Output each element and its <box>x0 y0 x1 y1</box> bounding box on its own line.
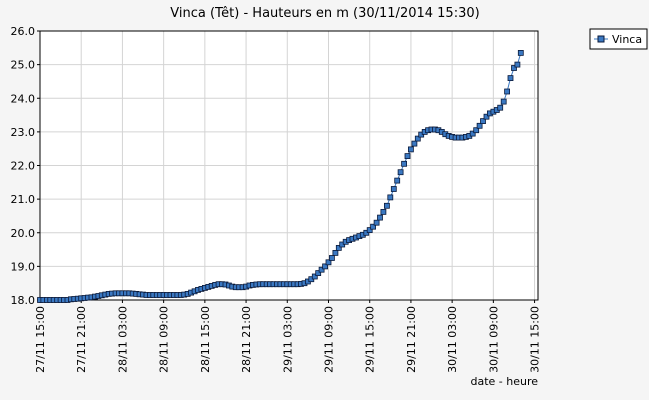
data-point <box>504 88 511 95</box>
data-point <box>514 61 521 68</box>
legend-box <box>589 28 648 50</box>
data-point <box>473 127 480 134</box>
y-tick-label: 19.0 <box>11 260 36 273</box>
data-point <box>322 263 329 270</box>
data-point <box>373 219 380 226</box>
x-tick-label: 28/11 15:00 <box>199 306 212 373</box>
data-point <box>401 160 408 167</box>
legend-label: Vinca <box>612 33 642 46</box>
y-tick-label: 24.0 <box>11 92 36 105</box>
data-point <box>335 244 342 251</box>
x-tick-label: 28/11 03:00 <box>116 306 129 373</box>
data-point <box>370 223 377 230</box>
x-tick-label: 29/11 03:00 <box>281 306 294 373</box>
y-tick-label: 26.0 <box>11 25 36 38</box>
data-point <box>476 122 483 129</box>
legend-swatch-marker <box>597 35 605 43</box>
y-tick-label: 25.0 <box>11 59 36 72</box>
data-point <box>311 273 318 280</box>
data-point <box>407 146 414 153</box>
data-point <box>318 266 325 273</box>
x-tick-label: 27/11 15:00 <box>34 306 47 373</box>
plot-frame <box>39 30 539 301</box>
data-point <box>480 118 486 124</box>
data-point <box>397 169 404 176</box>
x-tick-label: 28/11 21:00 <box>240 306 253 373</box>
data-point <box>332 249 339 256</box>
data-point <box>394 177 401 184</box>
x-tick-label: 29/11 15:00 <box>364 306 377 373</box>
data-point <box>383 202 390 209</box>
data-point <box>404 153 411 160</box>
data-point <box>315 270 322 277</box>
y-tick-label: 21.0 <box>11 193 36 206</box>
y-tick-label: 20.0 <box>11 227 36 240</box>
data-point <box>380 208 387 215</box>
x-axis-title: date - heure <box>470 375 538 388</box>
data-point <box>411 140 418 147</box>
data-point <box>469 130 476 137</box>
data-point <box>377 214 383 221</box>
y-tick-label: 18.0 <box>11 294 36 307</box>
x-tick-label: 29/11 21:00 <box>405 306 418 373</box>
y-tick-label: 23.0 <box>11 126 36 139</box>
x-tick-label: 29/11 09:00 <box>322 306 335 373</box>
data-point <box>328 255 335 261</box>
data-point <box>517 50 524 56</box>
chart-title: Vinca (Têt) - Hauteurs en m (30/11/2014 … <box>170 6 479 21</box>
y-tick-label: 22.0 <box>11 160 36 173</box>
x-tick-label: 28/11 09:00 <box>158 306 171 373</box>
data-point <box>507 75 514 81</box>
data-point <box>483 113 490 120</box>
data-point <box>511 65 517 71</box>
axes: 18.0 19.0 20.0 21.0 22.0 23.0 24.0 25.0 26.0 27/1… <box>11 25 542 373</box>
x-tick-label: 30/11 09:00 <box>487 306 500 373</box>
data-point <box>366 227 373 234</box>
x-tick-label: 30/11 15:00 <box>529 306 542 373</box>
data-point <box>390 186 397 192</box>
series-layer <box>37 50 524 303</box>
data-point <box>500 98 507 105</box>
data-point <box>497 104 504 111</box>
legend: Vinca <box>589 28 648 50</box>
data-point <box>387 194 394 201</box>
data-point <box>325 259 332 266</box>
x-tick-label: 30/11 03:00 <box>446 306 459 373</box>
x-tick-label: 27/11 21:00 <box>75 306 88 373</box>
data-point <box>414 135 421 142</box>
grid <box>39 30 538 301</box>
